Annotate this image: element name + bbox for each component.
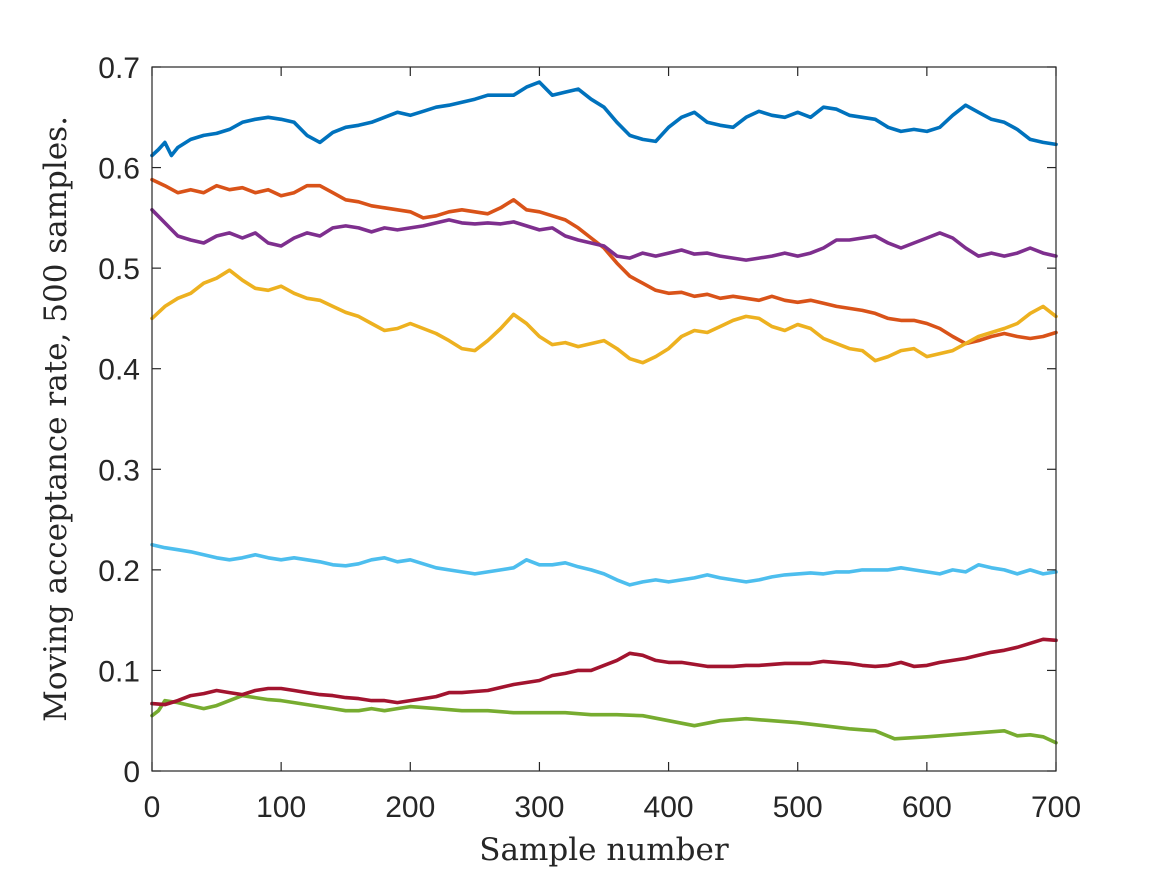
series-line-1 xyxy=(150,80,1058,158)
x-tick-label: 300 xyxy=(514,791,564,824)
y-tick-label: 0.7 xyxy=(98,52,140,85)
tick-layer: 0 100 200 300 400 500 600 700 0 0.1 0.2 0.3 0.4 0.5 0.… xyxy=(98,52,1081,824)
y-tick-label: 0 xyxy=(123,756,140,789)
x-tick-label: 500 xyxy=(773,791,823,824)
y-tick-label: 0.5 xyxy=(98,253,140,286)
y-tick-label: 0.1 xyxy=(98,655,140,688)
y-tick-label: 0.3 xyxy=(98,454,140,487)
plot-frame xyxy=(151,66,1057,772)
series-line-3 xyxy=(150,268,1058,365)
x-tick-label: 700 xyxy=(1031,791,1081,824)
x-tick-label: 0 xyxy=(144,791,161,824)
series-line-7 xyxy=(150,637,1058,707)
x-tick-label: 200 xyxy=(385,791,435,824)
series-line-4 xyxy=(150,208,1058,262)
series-layer xyxy=(150,80,1058,745)
y-axis-title: Moving acceptance rate, 500 samples. xyxy=(38,116,74,722)
x-axis-title: Sample number xyxy=(479,832,729,868)
y-tick-label: 0.6 xyxy=(98,153,140,186)
x-tick-label: 400 xyxy=(644,791,694,824)
y-tick-label: 0.2 xyxy=(98,555,140,588)
y-tick-label: 0.4 xyxy=(98,354,140,387)
x-tick-label: 100 xyxy=(256,791,306,824)
series-line-6 xyxy=(150,542,1058,587)
x-tick-label: 600 xyxy=(902,791,952,824)
